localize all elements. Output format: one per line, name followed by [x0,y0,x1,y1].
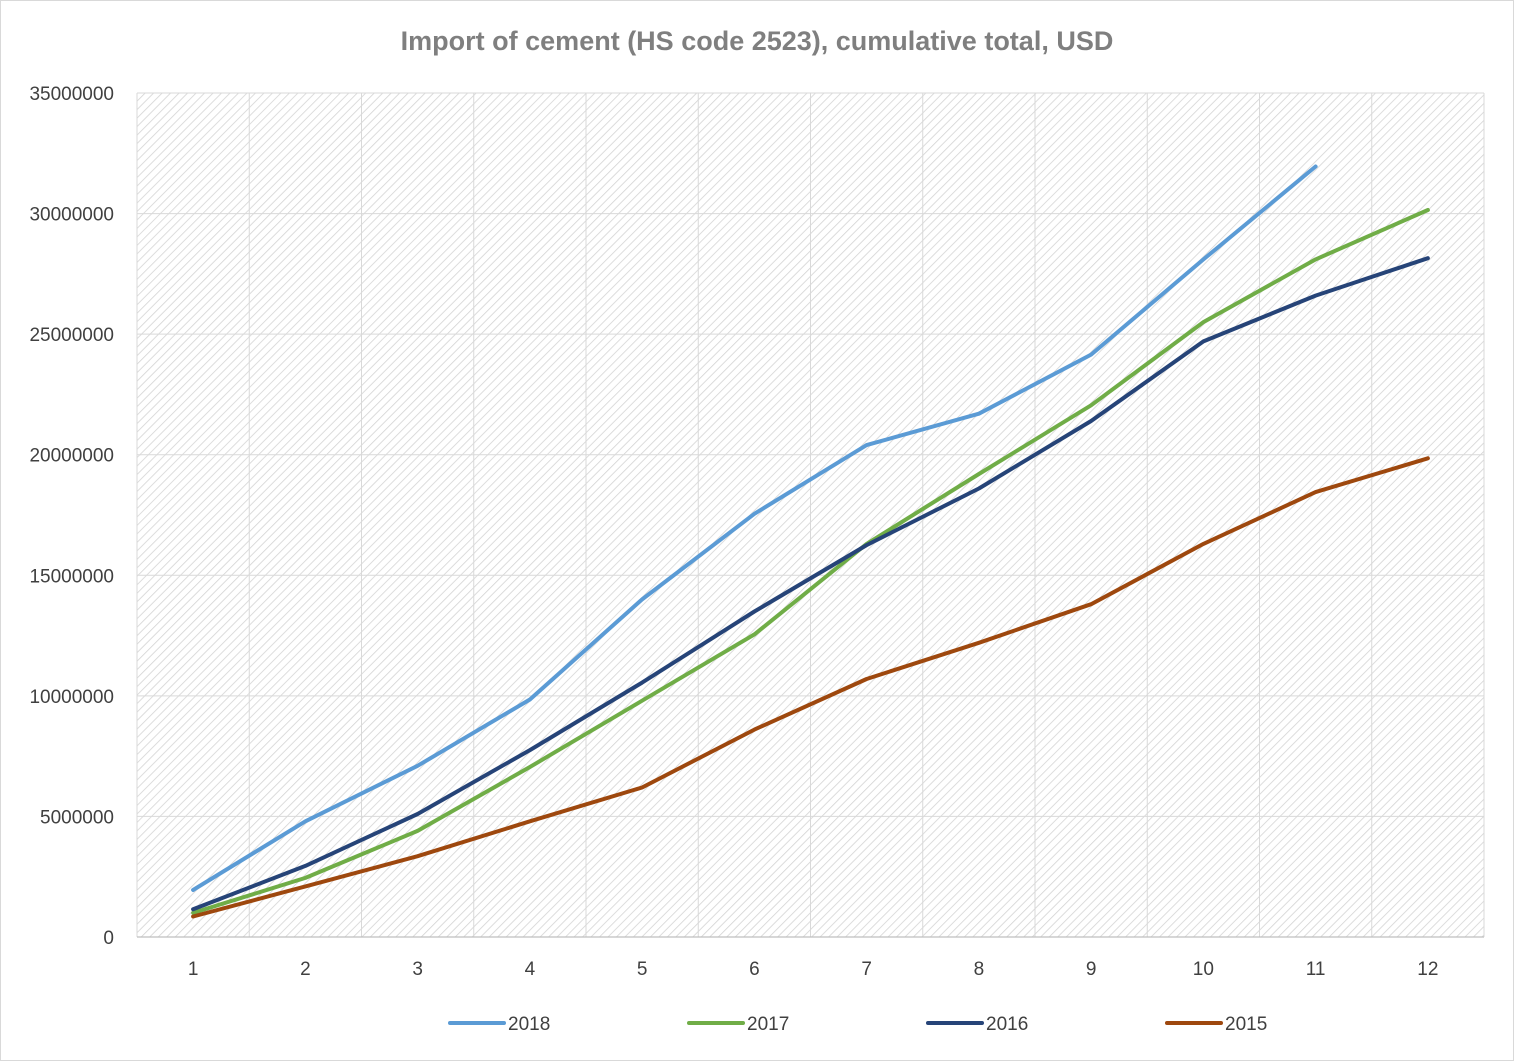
series-line-2016 [191,256,1430,912]
legend-label: 2015 [1225,1014,1267,1035]
series-line-2015 [191,456,1430,919]
x-tick-label: 8 [974,959,985,980]
x-tick-label: 11 [1306,959,1326,980]
y-tick-label: 0 [103,928,114,949]
x-tick-label: 9 [1086,959,1097,980]
legend-label: 2018 [508,1014,550,1035]
legend-item-2016: 2016 [926,1014,1028,1035]
legend-item-2018: 2018 [448,1014,550,1035]
y-tick-label: 25000000 [29,325,114,346]
y-tick-label: 30000000 [29,205,114,226]
y-tick-label: 20000000 [29,446,114,467]
x-tick-label: 10 [1193,959,1214,980]
y-tick-label: 5000000 [40,807,114,828]
legend-item-2015: 2015 [1165,1014,1267,1035]
y-tick-label: 15000000 [29,566,114,587]
y-tick-label: 10000000 [29,687,114,708]
legend-label: 2016 [986,1014,1028,1035]
x-tick-label: 2 [300,959,311,980]
series-line-2017 [191,208,1430,915]
chart-title: Import of cement (HS code 2523), cumulat… [401,26,1114,56]
y-tick-label: 35000000 [29,84,114,105]
legend: 2018 2017 2016 2015 [448,1014,1267,1035]
series-lines [191,164,1430,919]
legend-item-2017: 2017 [687,1014,789,1035]
x-tick-label: 1 [188,959,199,980]
x-tick-label: 3 [412,959,423,980]
x-tick-label: 6 [749,959,760,980]
x-tick-label: 4 [525,959,536,980]
series-line-2018 [191,164,1318,892]
legend-label: 2017 [747,1014,789,1035]
x-tick-label: 12 [1417,959,1438,980]
axes: 0 5000000 10000000 15000000 20000000 25000000… [29,84,1484,980]
x-tick-label: 7 [861,959,872,980]
x-tick-label: 5 [637,959,648,980]
